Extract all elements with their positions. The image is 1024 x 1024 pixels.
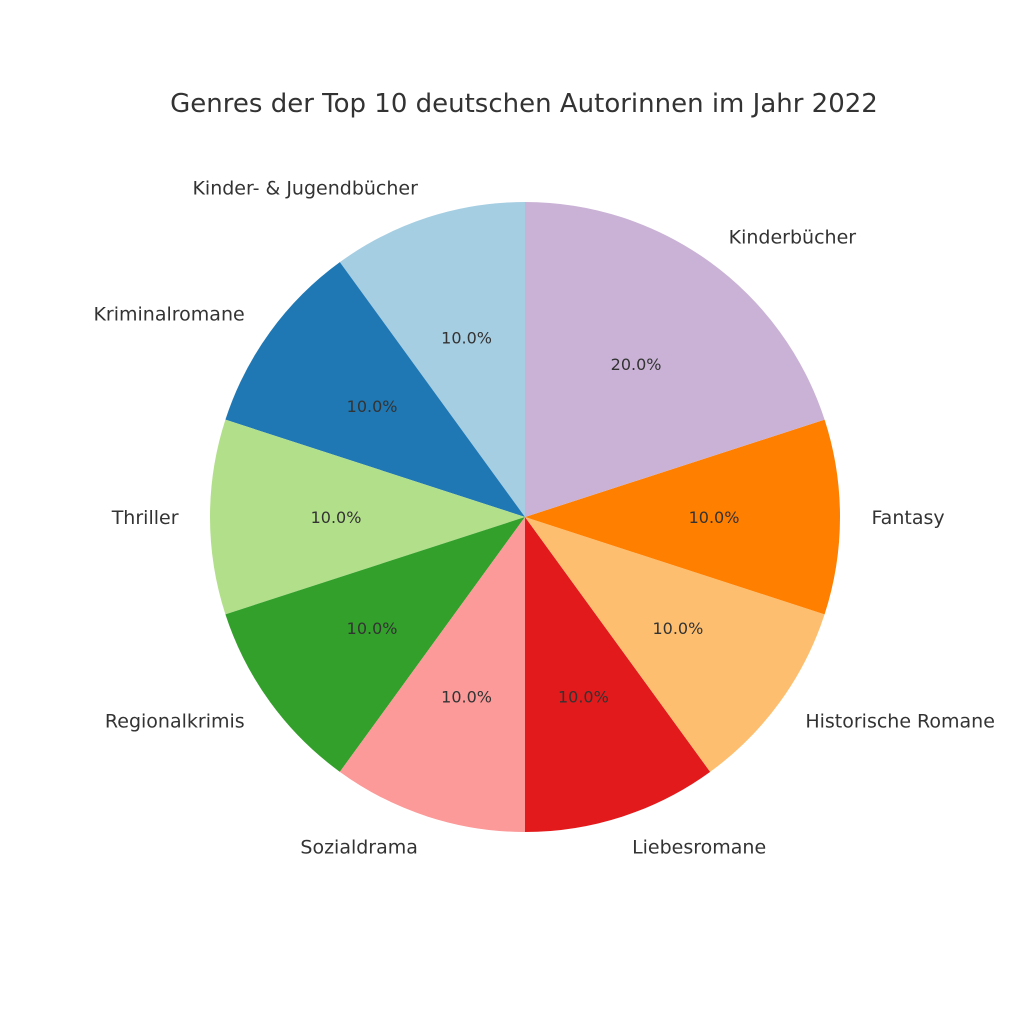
slice-percentage: 10.0% — [689, 508, 740, 527]
pie-slices — [210, 202, 841, 832]
pie-slice — [225, 262, 526, 517]
slice-percentage: 20.0% — [611, 355, 662, 374]
slice-percentage: 10.0% — [558, 688, 609, 707]
pie-slice — [525, 419, 841, 615]
slice-percentage: 10.0% — [311, 508, 362, 527]
slice-label: Liebesromane — [632, 837, 766, 859]
slice-label: Sozialdrama — [300, 837, 418, 859]
slice-label: Thriller — [111, 507, 179, 529]
pie-slice — [339, 517, 525, 832]
pie-slice — [525, 202, 825, 517]
chart-title: Genres der Top 10 deutschen Autorinnen i… — [170, 89, 878, 119]
slice-label: Regionalkrimis — [105, 711, 245, 733]
slice-label: Kinder- & Jugendbücher — [192, 177, 418, 199]
pie-slice — [210, 419, 525, 615]
slice-percentage: 10.0% — [441, 328, 492, 347]
pie-slice — [225, 517, 526, 772]
slice-percentage: 10.0% — [347, 397, 398, 416]
slice-label: Historische Romane — [805, 711, 995, 733]
slice-percentage: 10.0% — [441, 688, 492, 707]
pie-slice — [525, 517, 711, 832]
slice-label: Kriminalromane — [93, 303, 244, 325]
pie-slice — [339, 202, 525, 517]
slice-label: Kinderbücher — [729, 227, 857, 249]
slice-label: Fantasy — [872, 507, 945, 529]
pie-slice — [525, 517, 825, 772]
slice-percentage: 10.0% — [652, 619, 703, 638]
slice-percentage: 10.0% — [347, 619, 398, 638]
pie-labels: 10.0% Kinder- & Jugendbücher 10.0% Kriminal… — [93, 177, 994, 858]
